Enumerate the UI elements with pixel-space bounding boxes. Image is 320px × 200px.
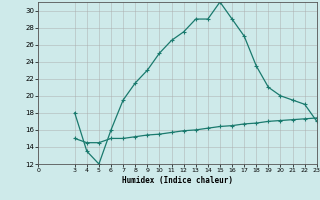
X-axis label: Humidex (Indice chaleur): Humidex (Indice chaleur) xyxy=(122,176,233,185)
